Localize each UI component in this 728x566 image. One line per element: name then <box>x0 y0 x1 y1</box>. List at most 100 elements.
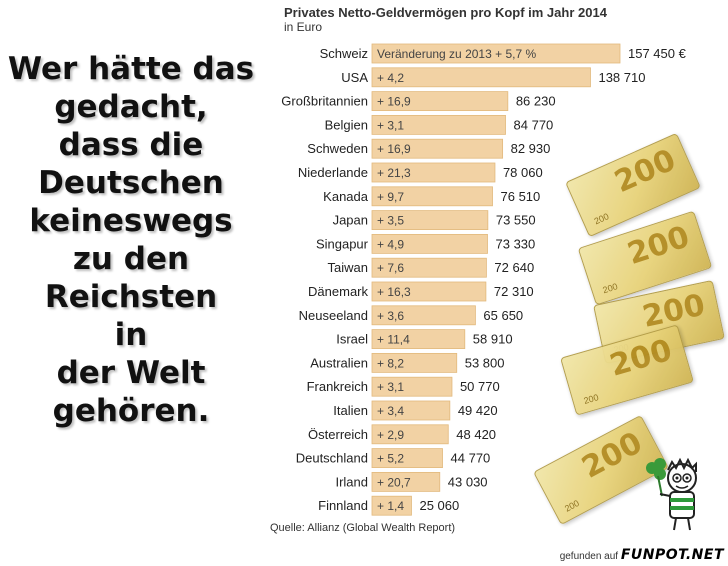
value-label: 72 640 <box>494 260 534 275</box>
bar <box>371 424 449 445</box>
category-label: Österreich <box>308 427 368 442</box>
bar <box>371 329 466 350</box>
change-label: + 20,7 <box>377 475 411 489</box>
bar <box>371 305 476 326</box>
bar <box>371 233 488 254</box>
value-label: 25 060 <box>419 498 459 513</box>
headline-line: zu den <box>72 241 190 277</box>
headline-line: gedacht, <box>54 89 208 125</box>
change-label: + 21,3 <box>377 166 411 180</box>
category-label: Kanada <box>323 189 369 204</box>
bar <box>371 352 458 373</box>
value-label: 82 930 <box>511 141 551 156</box>
headline-line: gehören. <box>52 393 210 429</box>
value-label: 48 420 <box>456 427 496 442</box>
change-label: + 4,2 <box>377 71 404 85</box>
category-label: Irland <box>335 474 368 489</box>
bar <box>371 210 489 231</box>
value-label: 72 310 <box>494 284 534 299</box>
change-label: + 7,6 <box>377 261 404 275</box>
change-label: + 5,2 <box>377 452 404 466</box>
category-label: Schweden <box>307 141 368 156</box>
bar <box>371 471 441 492</box>
category-label: Deutschland <box>296 451 368 466</box>
headline-line: Reichsten <box>44 279 218 315</box>
headline-line: in <box>114 317 148 353</box>
bar <box>371 448 443 469</box>
category-label: Australien <box>310 355 368 370</box>
value-label: 43 030 <box>448 474 488 489</box>
value-label: 138 710 <box>598 70 645 85</box>
change-label: + 3,1 <box>377 118 404 132</box>
value-label: 73 550 <box>496 213 536 228</box>
change-label: + 8,2 <box>377 356 404 370</box>
chart-unit-label: in Euro <box>284 20 323 34</box>
change-label: Veränderung zu 2013 + 5,7 % <box>377 47 536 61</box>
value-label: 78 060 <box>503 165 543 180</box>
change-label: + 3,1 <box>377 380 404 394</box>
change-label: + 16,3 <box>377 285 411 299</box>
value-label: 157 450 € <box>628 46 687 61</box>
bar <box>371 281 487 302</box>
bar <box>371 43 621 64</box>
value-label: 44 770 <box>451 451 491 466</box>
bar <box>371 138 504 159</box>
value-label: 86 230 <box>516 94 556 109</box>
category-label: Finnland <box>318 498 368 513</box>
mascot-image <box>646 457 697 531</box>
value-label: 50 770 <box>460 379 500 394</box>
category-label: Neuseeland <box>299 308 368 323</box>
site-credit: gefunden auf FUNPOT.NET <box>560 547 724 563</box>
value-label: 49 420 <box>458 403 498 418</box>
category-label: USA <box>341 70 368 85</box>
category-label: Niederlande <box>298 165 368 180</box>
headline-line: dass die <box>58 127 204 163</box>
change-label: + 3,4 <box>377 404 404 418</box>
category-label: Israel <box>336 332 368 347</box>
category-label: Japan <box>333 213 368 228</box>
bar <box>371 162 496 183</box>
site-logo[interactable]: FUNPOT.NET <box>620 547 724 563</box>
headline-line: Deutschen <box>38 165 224 201</box>
change-label: + 3,5 <box>377 214 404 228</box>
credit-prefix: gefunden auf <box>559 551 619 562</box>
headline: Wer hätte das gedacht, dass die Deutsche… <box>6 50 256 430</box>
change-label: + 1,4 <box>377 499 404 513</box>
bar <box>371 67 591 88</box>
value-label: 84 770 <box>514 117 554 132</box>
category-label: Singapur <box>316 236 369 251</box>
headline-line: keineswegs <box>29 203 233 239</box>
category-label: Großbritannien <box>281 94 368 109</box>
headline-line: Wer hätte das <box>7 51 255 87</box>
headline-line: der Welt <box>56 355 206 391</box>
change-label: + 3,6 <box>377 309 404 323</box>
bar <box>371 400 451 421</box>
value-label: 53 800 <box>465 355 505 370</box>
category-label: Italien <box>333 403 368 418</box>
bar <box>371 186 493 207</box>
change-label: + 16,9 <box>377 142 411 156</box>
chart-title: Privates Netto-Geldvermögen pro Kopf im … <box>284 5 607 20</box>
category-label: Frankreich <box>307 379 368 394</box>
category-label: Schweiz <box>320 46 368 61</box>
value-label: 65 650 <box>483 308 523 323</box>
bar <box>371 91 509 111</box>
chart-source: Quelle: Allianz (Global Wealth Report) <box>270 522 456 534</box>
clover-icon <box>646 458 666 497</box>
category-label: Taiwan <box>328 260 368 275</box>
bar <box>371 495 412 516</box>
bar <box>371 115 506 135</box>
change-label: + 16,9 <box>377 95 411 109</box>
change-label: + 9,7 <box>377 190 404 204</box>
category-label: Dänemark <box>308 284 368 299</box>
change-label: + 2,9 <box>377 428 404 442</box>
value-label: 73 330 <box>496 236 536 251</box>
category-label: Belgien <box>325 117 368 132</box>
value-label: 76 510 <box>501 189 541 204</box>
bar <box>371 257 487 278</box>
change-label: + 4,9 <box>377 237 404 251</box>
value-label: 58 910 <box>473 332 513 347</box>
change-label: + 11,4 <box>377 333 410 347</box>
bar <box>371 376 453 397</box>
